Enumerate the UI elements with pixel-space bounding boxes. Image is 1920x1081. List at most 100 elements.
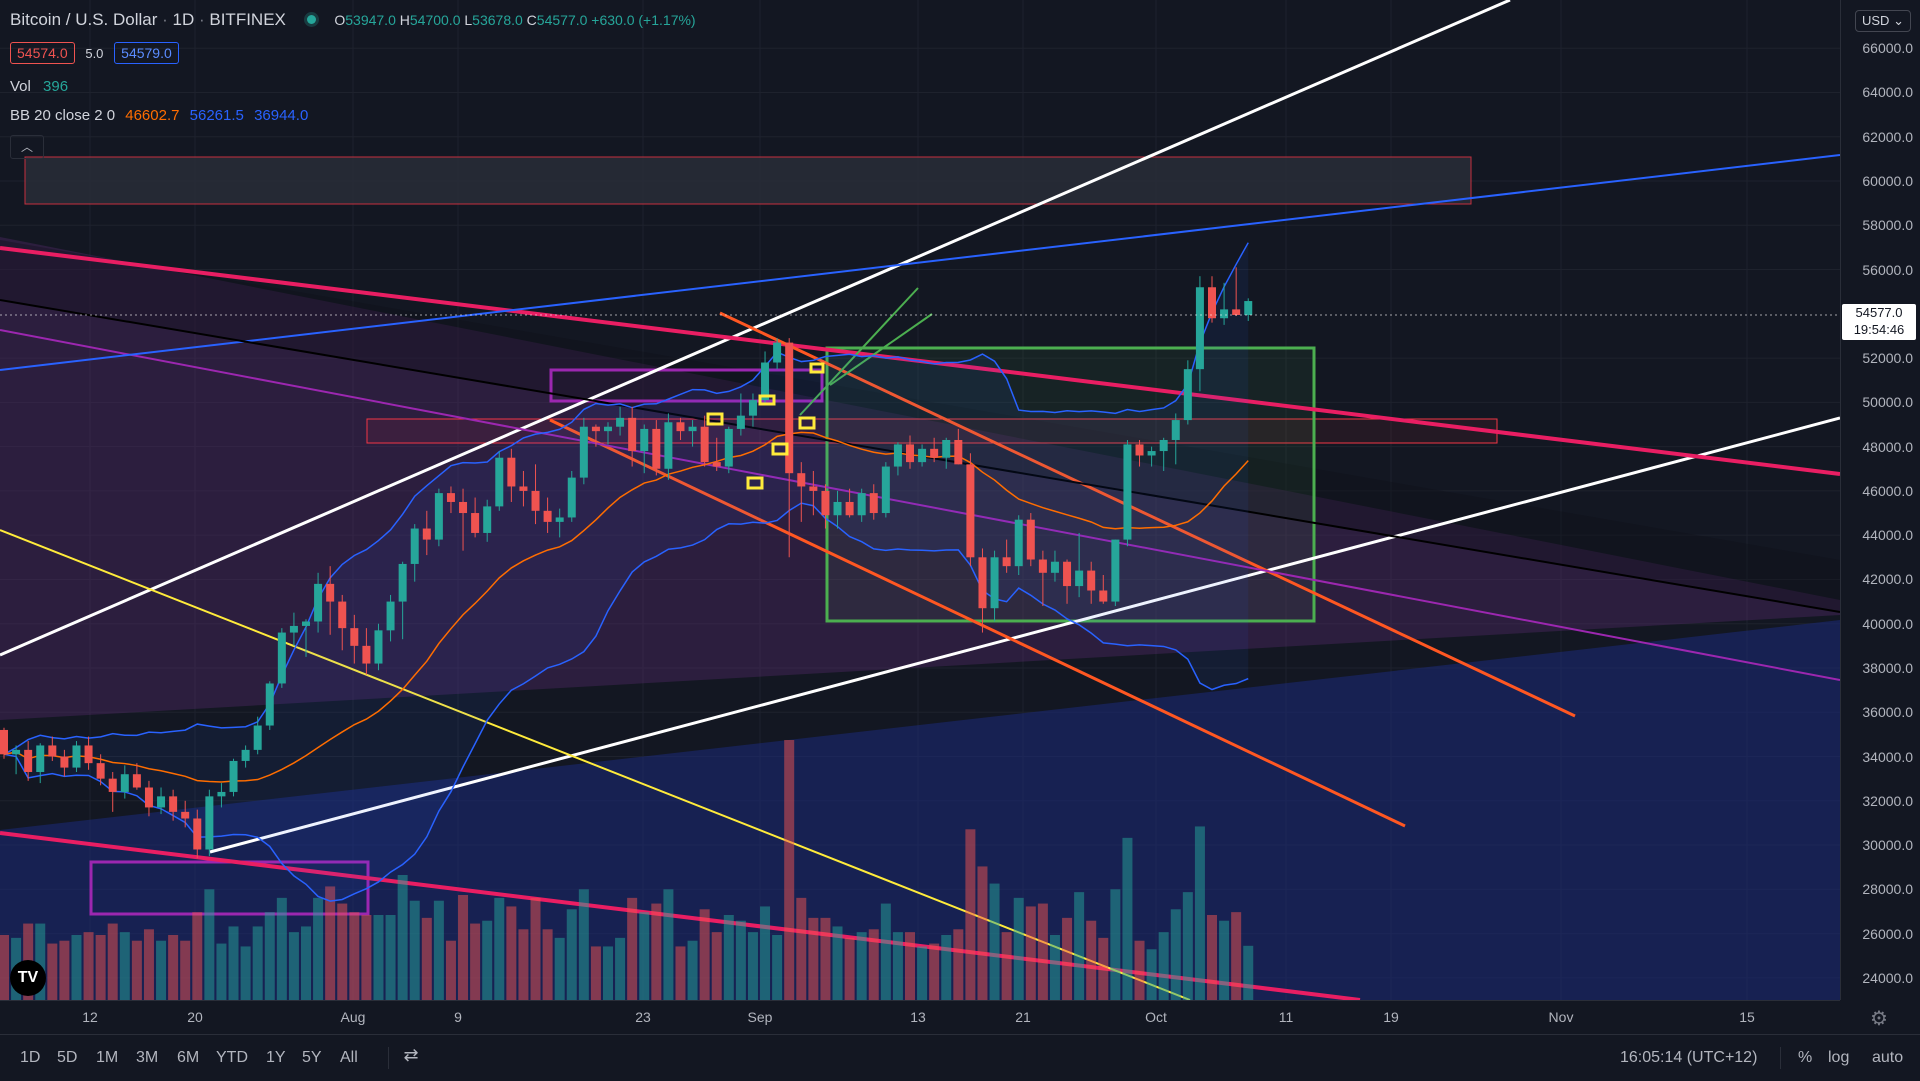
candle [1208, 276, 1216, 323]
price-tick-label: 30000.0 [1862, 837, 1913, 854]
range-button-1m[interactable]: 1M [96, 1049, 119, 1066]
sell-button[interactable]: 54574.0 [10, 42, 75, 64]
candle-body [1123, 444, 1132, 540]
volume-bar [518, 929, 529, 1000]
symbol-legend[interactable]: Bitcoin / U.S. Dollar · 1D · BITFINEX O5… [10, 10, 696, 29]
candle [241, 745, 250, 768]
candle [1014, 515, 1023, 576]
volume-bar [433, 900, 444, 1000]
candle-body [398, 563, 407, 602]
tv-logo-icon: TV [17, 969, 39, 986]
range-button-3m[interactable]: 3M [136, 1049, 159, 1066]
candle [1050, 550, 1059, 582]
candle-body [169, 796, 178, 812]
candle-body [1014, 519, 1023, 567]
volume-bar [337, 903, 348, 1000]
candle [604, 422, 612, 445]
price-axis[interactable]: 66000.0 64000.0 62000.0 60000.0 58000.0 56000… [1840, 0, 1920, 1000]
purple-channel-fill [0, 237, 1840, 720]
candle-body [579, 426, 588, 478]
volume-bar [0, 935, 9, 1000]
toolbar-separator [1780, 1047, 1781, 1069]
candle-body [893, 444, 902, 467]
candle-body [1050, 561, 1059, 573]
volume-bar [1207, 915, 1217, 1000]
trendline-purple [0, 329, 1840, 681]
symbol-pair[interactable]: Bitcoin / U.S. Dollar [10, 10, 158, 29]
volume-bar [1122, 837, 1133, 1000]
candle [857, 488, 866, 522]
candle-body [640, 428, 649, 452]
price-tick-label: 48000.0 [1862, 438, 1913, 455]
candle-body [954, 439, 963, 465]
tradingview-logo[interactable]: TV [10, 960, 46, 996]
volume-bar [216, 943, 227, 1000]
range-button-1d[interactable]: 1D [20, 1049, 41, 1066]
range-button-all[interactable]: All [340, 1049, 358, 1066]
volume-bar [301, 926, 311, 1000]
go-to-date-icon[interactable]: ⇄ [403, 1045, 419, 1065]
price-tick-label: 60000.0 [1862, 173, 1913, 189]
range-button-ytd[interactable]: YTD [216, 1049, 248, 1066]
candle [1183, 360, 1192, 425]
volume-bar [119, 932, 130, 1000]
volume-bar [385, 915, 396, 1000]
range-button-5y[interactable]: 5Y [302, 1049, 322, 1066]
range-button-1y[interactable]: 1Y [266, 1049, 286, 1066]
currency-selector[interactable]: USD ⌄ [1855, 10, 1911, 32]
order-panel: 54574.0 5.0 54579.0 [10, 42, 179, 64]
candle [1063, 559, 1072, 604]
clock-display[interactable]: 16:05:14 (UTC+12) [1620, 1049, 1758, 1066]
dark-wedge-fill [0, 240, 1840, 612]
candle [845, 488, 854, 518]
candle [724, 426, 733, 474]
auto-scale-button[interactable]: auto [1872, 1049, 1904, 1066]
percent-scale-button[interactable]: % [1798, 1049, 1813, 1066]
volume-bar [651, 903, 662, 1000]
range-button-5d[interactable]: 5D [57, 1049, 78, 1066]
candle-body [0, 729, 8, 755]
candle [809, 470, 818, 516]
volume-legend[interactable]: Vol 396 [10, 78, 68, 95]
time-tick-label: 15 [1739, 1009, 1755, 1025]
candle-body [821, 490, 830, 516]
volume-bar [264, 912, 275, 1000]
candle-body [386, 601, 395, 631]
candle-body [157, 796, 166, 808]
candle-body [591, 426, 600, 432]
symbol-exchange[interactable]: BITFINEX [209, 10, 286, 29]
candle-body [519, 486, 528, 491]
candle [120, 765, 129, 799]
candle [48, 736, 57, 761]
bb-legend[interactable]: BB 20 close 2 0 46602.7 56261.5 36944.0 [10, 107, 308, 124]
volume-bar [542, 929, 553, 1000]
chart-settings-gear-icon[interactable]: ⚙ [1870, 1008, 1888, 1030]
candle [640, 424, 649, 474]
candle [736, 393, 745, 436]
candle-body [845, 501, 854, 516]
volume-bar [917, 946, 928, 1000]
candle-body [422, 528, 431, 540]
yellow-marker [798, 416, 816, 430]
volume-bar [47, 943, 58, 1000]
candle [24, 741, 33, 781]
volume-bar [494, 897, 505, 1000]
buy-button[interactable]: 54579.0 [114, 42, 179, 64]
candle-body [338, 601, 347, 629]
log-scale-button[interactable]: log [1828, 1049, 1850, 1066]
range-button-6m[interactable]: 6M [177, 1049, 200, 1066]
symbol-interval[interactable]: 1D [172, 10, 195, 29]
time-axis[interactable]: 12 20 Aug 9 23 Sep 13 21 Oct 11 19 Nov 15 [0, 1000, 1840, 1035]
volume-bar [615, 937, 626, 1000]
candle-body [531, 490, 540, 511]
candle [1220, 282, 1229, 325]
time-tick-label: 19 [1383, 1009, 1399, 1025]
time-tick-label: 11 [1278, 1009, 1294, 1025]
candle-body [193, 818, 202, 850]
volume-bar [663, 889, 674, 1000]
collapse-legend-button[interactable]: ︿ [10, 135, 44, 159]
candle-body [748, 400, 757, 416]
trendline-orange-2 [549, 418, 1406, 828]
change-value: +630.0 (+1.17%) [591, 12, 696, 28]
price-chart[interactable] [0, 0, 1840, 1000]
